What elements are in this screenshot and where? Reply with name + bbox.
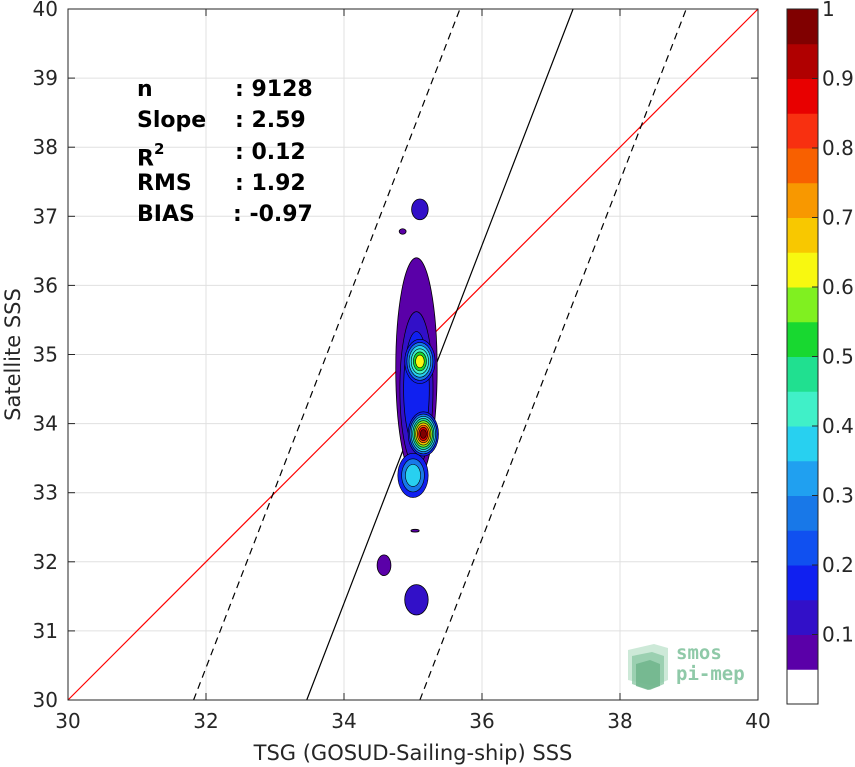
colorbar-segment (787, 599, 818, 635)
stat-label-rms: RMS (137, 170, 192, 196)
density-contour (398, 228, 407, 235)
colorbar-tick-label: 1 (822, 0, 835, 21)
x-tick-label: 38 (607, 709, 632, 733)
colorbar-segment (787, 252, 818, 288)
y-tick-label: 38 (33, 135, 58, 159)
stat-label-r-sup: 2 (153, 139, 165, 158)
y-tick-label: 37 (33, 204, 58, 228)
colorbar-segment (787, 321, 818, 357)
colorbar-segment (787, 182, 818, 218)
y-tick-label: 31 (33, 619, 58, 643)
stat-label-bias: BIAS (137, 202, 195, 228)
colorbar-segment (787, 217, 818, 253)
colorbar-segment (787, 565, 818, 601)
colorbar-segment (787, 356, 818, 392)
colorbar-segment (787, 43, 818, 79)
y-tick-label: 39 (33, 66, 58, 90)
colorbar-tick-label: 0.4 (822, 414, 854, 438)
stat-value-rms: : 1.92 (235, 170, 306, 196)
stat-value-r2: : 0.12 (235, 139, 306, 165)
colorbar-tick-label: 0.7 (822, 206, 854, 230)
line-regression-upper (193, 8, 461, 701)
density-peak-contour (415, 354, 425, 369)
colorbar-segment (787, 495, 818, 531)
density-contour (404, 584, 429, 616)
stat-label-slope: Slope (137, 108, 207, 134)
density-contours (376, 198, 439, 616)
stat-label-r2: R2 (137, 137, 164, 175)
colorbar-tick-label: 0.2 (822, 553, 854, 577)
y-axis-label: Satellite SSS (1, 288, 25, 421)
stat-label-n: n (137, 77, 153, 102)
colorbar-segment (787, 148, 818, 184)
density-contour (376, 554, 392, 577)
density-peak-contour (405, 464, 421, 487)
density-contour (410, 528, 420, 533)
colorbar-segment (787, 426, 818, 462)
y-tick-label: 30 (33, 688, 58, 712)
colorbar-segment (787, 113, 818, 149)
stat-value-bias: : -0.97 (233, 202, 313, 228)
x-tick-label: 36 (469, 709, 494, 733)
x-tick-label: 34 (331, 709, 356, 733)
x-axis-label: TSG (GOSUD-Sailing-ship) SSS (253, 741, 573, 765)
density-peak-contour (420, 429, 427, 439)
stat-label-r: R (137, 145, 154, 171)
colorbar-tick-label: 0.1 (822, 623, 854, 647)
colorbar-tick-label: 0.5 (822, 345, 854, 369)
colorbar-tick-label: 0.8 (822, 136, 854, 160)
x-tick-label: 30 (55, 709, 80, 733)
smos-pimep-logo-icon (628, 644, 668, 690)
logo-line-1: smos (676, 642, 722, 664)
y-tick-label: 36 (33, 273, 58, 297)
stat-value-slope: : 2.59 (235, 108, 306, 134)
y-tick-label: 33 (33, 481, 58, 505)
y-tick-label: 35 (33, 343, 58, 367)
colorbar-segment (787, 530, 818, 566)
colorbar-segment (787, 669, 818, 705)
colorbar-segment (787, 634, 818, 670)
logo-text: smos pi-mep (676, 643, 745, 685)
colorbar-segment (787, 9, 818, 45)
y-tick-label: 40 (33, 0, 58, 21)
y-tick-label: 34 (33, 412, 58, 436)
colorbar-segment (787, 460, 818, 496)
x-tick-label: 32 (193, 709, 218, 733)
y-axis-ticks: 30 31 32 33 34 35 36 37 38 39 40 (33, 0, 758, 712)
density-contour (411, 198, 429, 221)
colorbar-tick-label: 0.9 (822, 67, 854, 91)
line-regression-lower (419, 8, 687, 701)
colorbar-tick-label: 0.3 (822, 484, 854, 508)
x-axis-ticks: 30 32 34 36 38 40 (55, 9, 771, 733)
colorbar-segment (787, 287, 818, 323)
colorbar-segment (787, 78, 818, 114)
colorbar-segment (787, 391, 818, 427)
stat-value-n: : 9128 (235, 77, 313, 102)
logo-line-2: pi-mep (676, 663, 745, 685)
line-regression (306, 8, 574, 701)
colorbar-tick-label: 0.6 (822, 275, 854, 299)
colorbar: 0.1 0.2 0.3 0.4 0.5 0.6 0.7 0.8 0.9 1 (786, 0, 854, 705)
y-tick-label: 32 (33, 550, 58, 574)
x-tick-label: 40 (745, 709, 770, 733)
